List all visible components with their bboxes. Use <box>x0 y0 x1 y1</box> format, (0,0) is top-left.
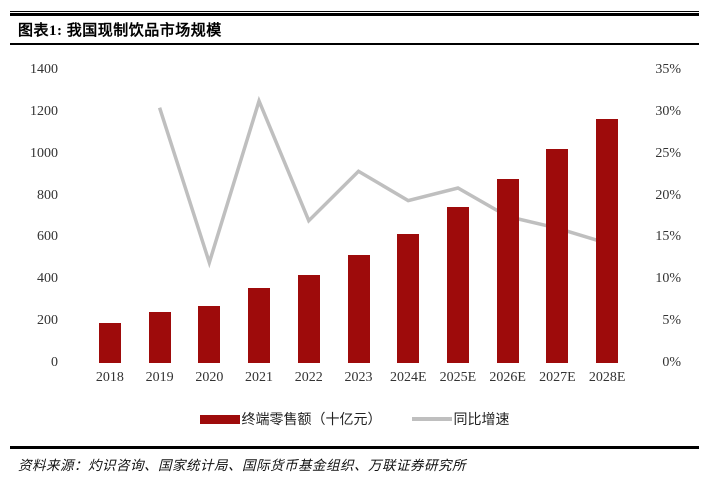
x-axis-label: 2022 <box>294 370 323 385</box>
bar-2019 <box>148 311 171 363</box>
bar-2026E <box>496 178 519 363</box>
y-axis-right-tick: 10% <box>655 271 681 287</box>
y-axis-left-tick: 1400 <box>30 62 58 77</box>
bar-2022 <box>297 275 320 363</box>
top-rule-thin <box>10 11 699 12</box>
footer-rule <box>10 446 699 449</box>
y-axis-right-tick: 20% <box>655 187 681 203</box>
legend-label-retail: 终端零售额（十亿元） <box>241 413 382 428</box>
top-rule-thick <box>10 13 699 16</box>
chart-title: 图表1: 我国现制饮品市场规模 <box>18 23 222 39</box>
x-axis-label: 2018 <box>95 370 124 385</box>
y-axis-left-tick: 0 <box>51 355 58 370</box>
y-axis-right-tick: 25% <box>655 145 681 161</box>
title-bottom-rule <box>10 43 699 45</box>
x-axis-label: 2024E <box>389 370 427 385</box>
growth-line <box>157 95 608 269</box>
y-axis-right-tick: 35% <box>655 62 681 77</box>
legend-item-retail: 终端零售额（十亿元） <box>199 409 382 429</box>
y-axis-right-tick: 5% <box>662 313 681 329</box>
bar-2024E <box>397 233 420 363</box>
bar-2027E <box>546 149 569 363</box>
bar-2018 <box>98 323 121 363</box>
bar-2020 <box>198 306 221 363</box>
y-axis-left-tick: 600 <box>37 229 58 245</box>
legend-item-growth: 同比增速 <box>411 409 510 429</box>
bar-2021 <box>248 288 271 363</box>
x-axis-label: 2025E <box>439 370 477 385</box>
y-axis-left-tick: 800 <box>37 187 58 203</box>
x-axis-label: 2027E <box>539 370 576 385</box>
y-axis-left-tick: 200 <box>37 313 58 329</box>
x-axis-label: 2028E <box>588 370 626 385</box>
bar-2023 <box>347 255 370 363</box>
bar-swatch <box>199 414 240 424</box>
legend: 终端零售额（十亿元） 同比增速 <box>0 408 709 430</box>
y-axis-left-tick: 1000 <box>30 145 58 161</box>
source-note: 资料来源：灼识咨询、国家统计局、国际货币基金组织、万联证券研究所 <box>18 458 466 473</box>
legend-label-growth: 同比增速 <box>453 413 510 428</box>
x-axis-label: 2021 <box>245 370 274 385</box>
bar-2028E <box>596 119 619 363</box>
y-axis-right-tick: 0% <box>662 355 681 370</box>
bar-2025E <box>446 207 469 363</box>
y-axis-right-tick: 15% <box>655 229 681 245</box>
x-axis-label: 2023 <box>344 370 373 385</box>
x-axis-label: 2026E <box>489 370 526 385</box>
line-swatch <box>411 417 452 421</box>
y-axis-left-tick: 1200 <box>30 103 58 119</box>
y-axis-right-tick: 30% <box>655 103 681 119</box>
y-axis-left-tick: 400 <box>37 271 58 287</box>
x-axis-label: 2019 <box>145 370 174 385</box>
x-axis-label: 2020 <box>195 370 224 385</box>
